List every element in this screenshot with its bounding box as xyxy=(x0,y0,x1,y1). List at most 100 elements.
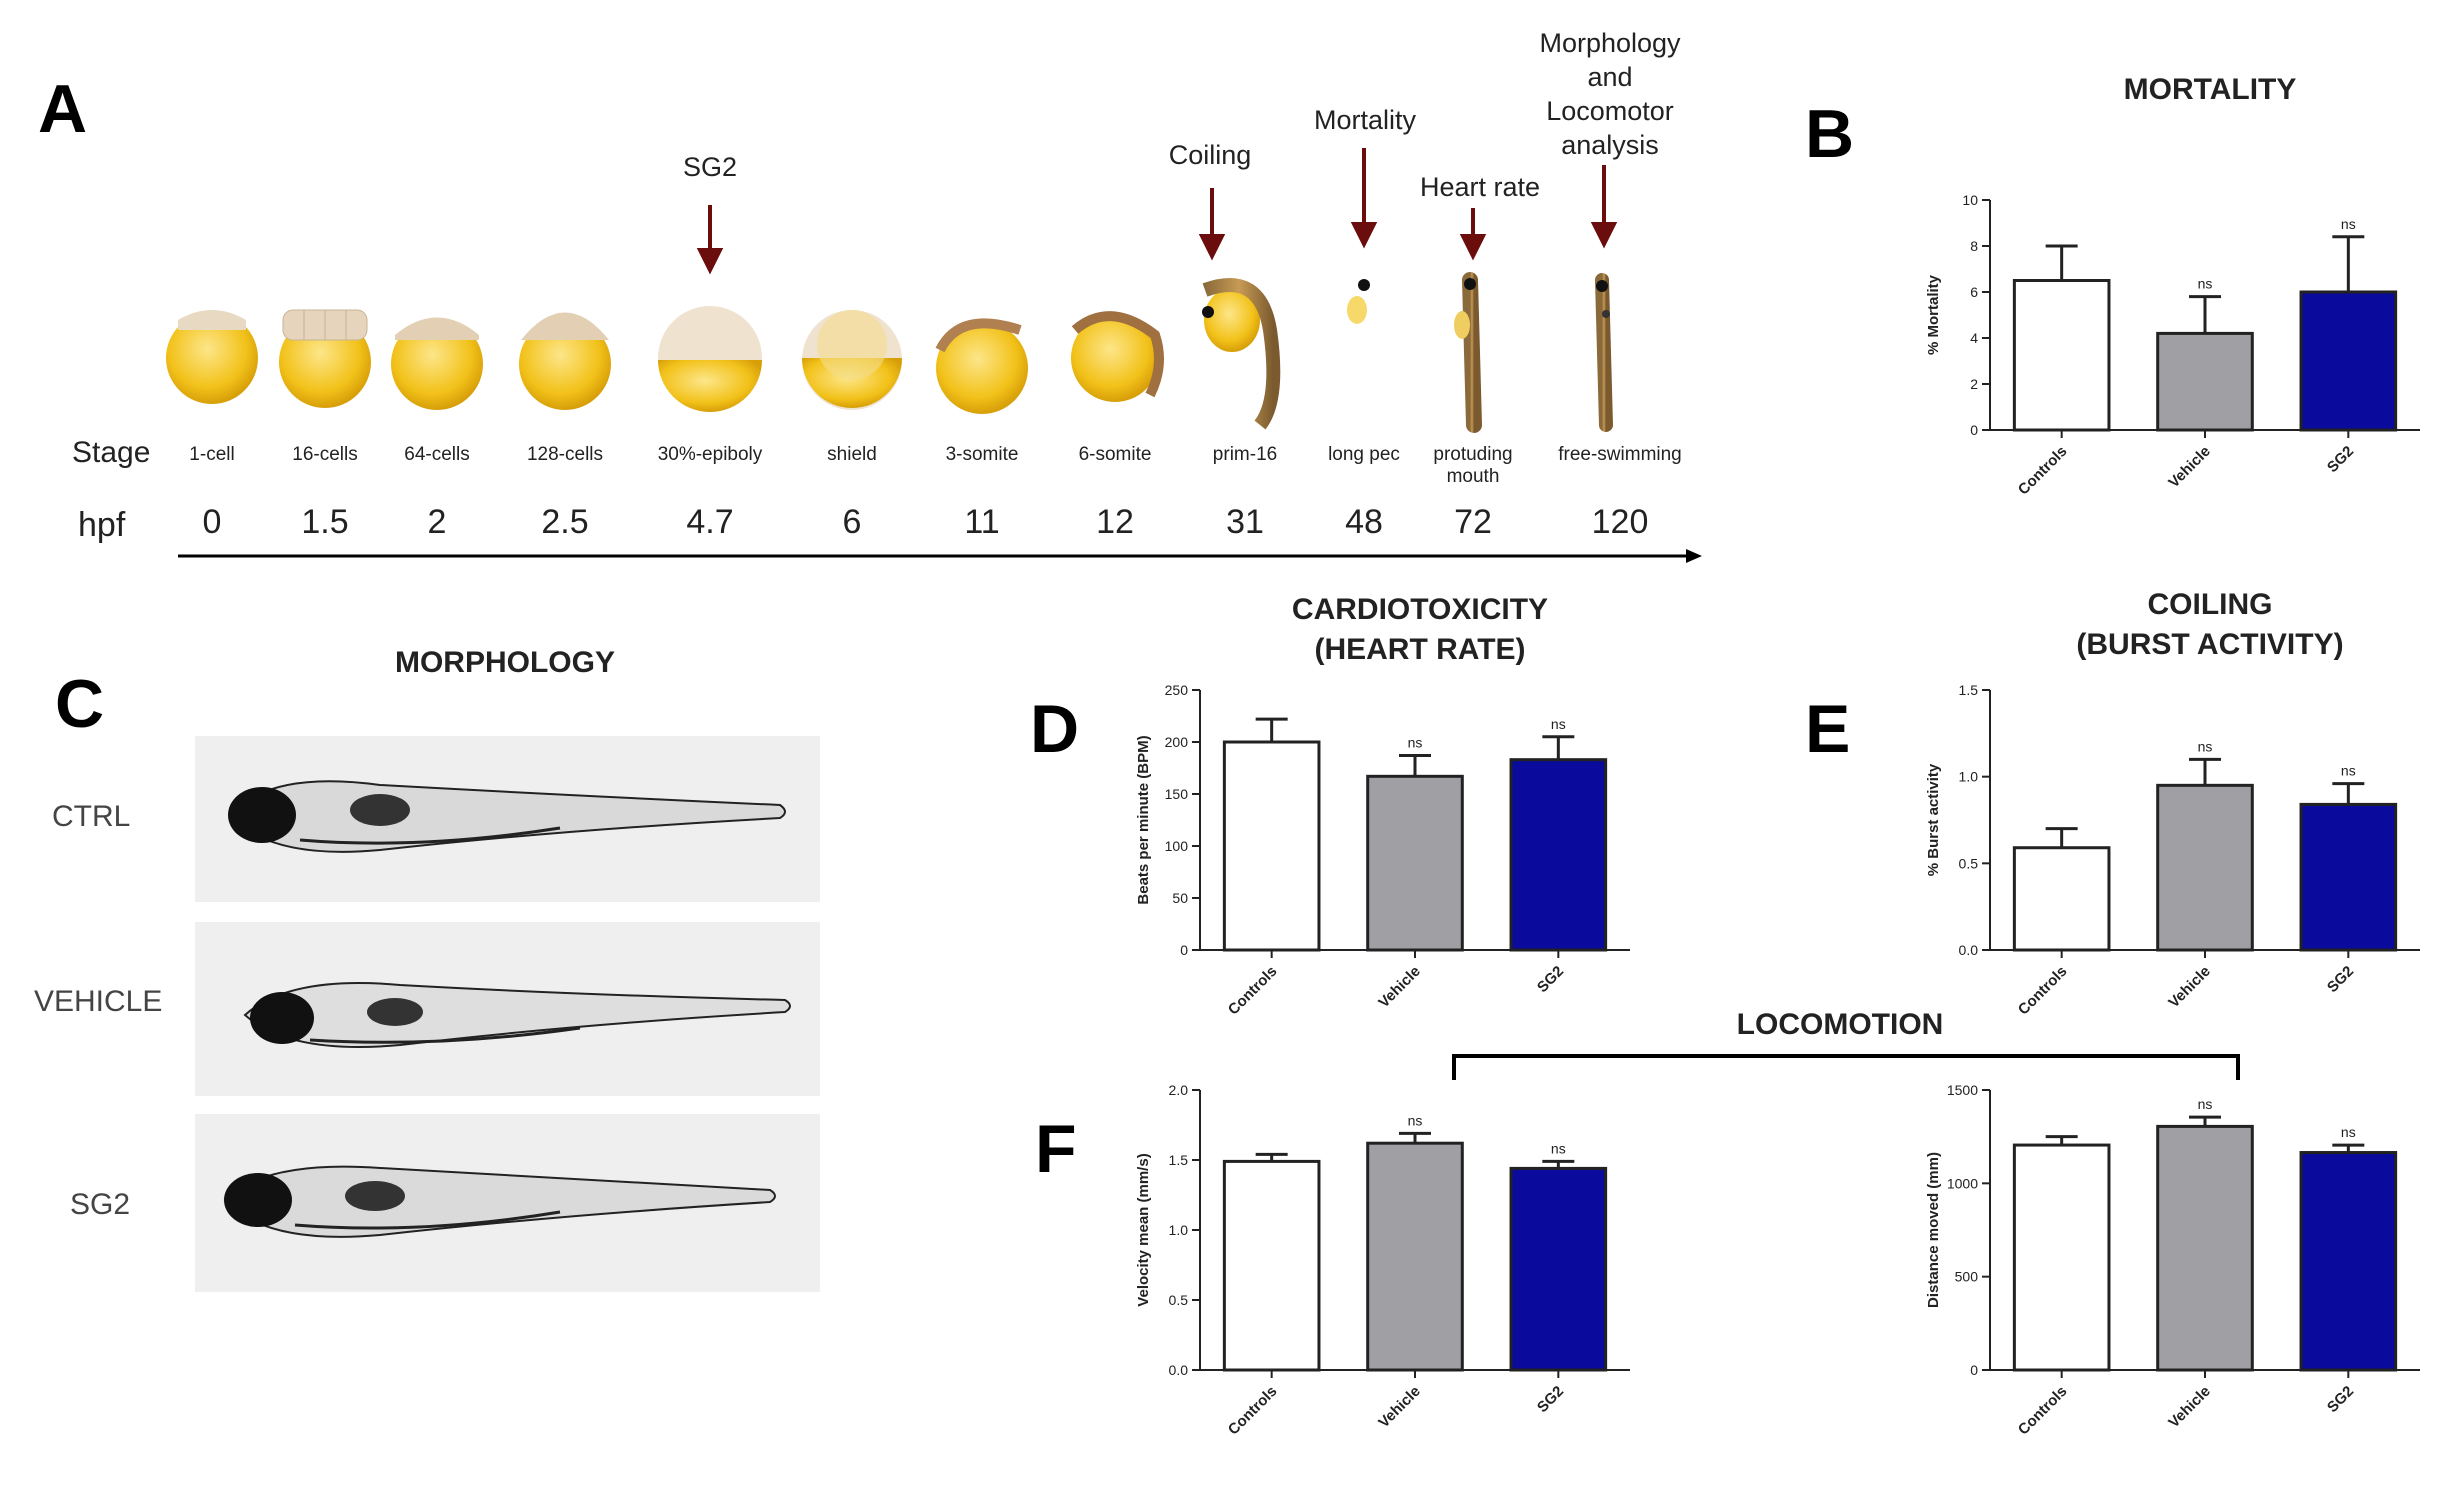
bar-sg2 xyxy=(2299,290,2398,432)
embryo-1-cell xyxy=(166,310,258,404)
x-tick-label: SG2 xyxy=(2324,443,2357,476)
morph-row-label-ctrl: CTRL xyxy=(52,800,131,833)
stage-name: free-swimming xyxy=(1558,444,1682,465)
significance-label: ns xyxy=(2341,763,2356,779)
y-axis-label: % Burst activity xyxy=(1925,763,1942,876)
bar-vehicle xyxy=(2156,331,2254,432)
panel-letter-f: F xyxy=(1035,1111,1077,1187)
chart-title-cardio: CARDIOTOXICITY (HEART RATE) xyxy=(1190,590,1650,670)
y-tick-label: 0.5 xyxy=(1169,1292,1189,1308)
stage-name: 16-cells xyxy=(292,444,358,465)
hpf-value: 6 xyxy=(842,503,862,541)
arrow-sg2 xyxy=(696,205,724,275)
stage-label: free-swimming xyxy=(1550,444,1690,466)
hpf-value: 2.5 xyxy=(541,503,589,541)
x-tick-label: Vehicle xyxy=(2165,1383,2214,1432)
larva-vehicle xyxy=(243,982,791,1048)
x-tick-label: Controls xyxy=(1225,963,1281,1019)
significance-label: ns xyxy=(2341,216,2356,232)
y-tick-label: 8 xyxy=(1970,238,1978,254)
y-tick-label: 0 xyxy=(1970,422,1978,438)
x-tick-label: Controls xyxy=(2015,443,2071,499)
stage-name: 6-somite xyxy=(1078,444,1152,465)
annotation-morph-line2: and xyxy=(1587,62,1633,92)
embryo-128-cells xyxy=(519,312,611,410)
y-tick-label: 1.5 xyxy=(1959,682,1979,698)
annotation-morph-line1: Morphology xyxy=(1539,28,1681,58)
y-axis-label: Beats per minute (BPM) xyxy=(1135,735,1152,904)
stage-label: 64-cells xyxy=(367,444,507,466)
chart-heart-rate: Beats per minute (BPM) 0 50 100 150 200 250 Con… xyxy=(1135,682,1630,1019)
y-tick-label: 0.5 xyxy=(1959,855,1979,871)
morphology-title: MORPHOLOGY xyxy=(394,646,615,679)
stage-name: 128-cells xyxy=(526,444,604,465)
chart-mortality: % Mortality 0 2 4 6 8 10 Controls ns Vehicle ns SG2 xyxy=(1925,192,2420,499)
embryo-shield xyxy=(802,310,902,410)
stage-label: 128-cells xyxy=(495,444,635,466)
stage-name: shield xyxy=(827,444,877,465)
y-tick-label: 0.0 xyxy=(1959,942,1979,958)
panel-letter-b: B xyxy=(1805,96,1855,172)
panel-letter-e: E xyxy=(1805,691,1851,767)
hpf-value: 11 xyxy=(964,503,1000,541)
y-tick-label: 150 xyxy=(1165,786,1189,802)
chart-title-coiling: COILING (BURST ACTIVITY) xyxy=(2000,585,2420,665)
bar-vehicle xyxy=(1366,1141,1464,1372)
x-tick-label: Controls xyxy=(1225,1383,1281,1439)
annotation-morph-line3: Locomotor xyxy=(1546,96,1674,126)
panel-letter-d: D xyxy=(1030,691,1080,767)
bar-sg2 xyxy=(1509,1166,1608,1372)
hpf-value: 12 xyxy=(1096,503,1134,541)
stage-label: 1-cell xyxy=(142,444,282,466)
morph-row-label-sg2: SG2 xyxy=(70,1188,131,1221)
hpf-value: 1.5 xyxy=(301,503,349,541)
hpf-value: 2 xyxy=(427,503,447,541)
significance-label: ns xyxy=(1551,1140,1566,1156)
annotation-heart-rate: Heart rate xyxy=(1419,172,1541,202)
chart-title-coiling-line2: (BURST ACTIVITY) xyxy=(2076,628,2344,661)
embryo-30-epiboly xyxy=(658,306,762,412)
row-label-hpf: hpf xyxy=(78,506,126,544)
stage-name: 3-somite xyxy=(945,444,1019,465)
timeline-illustration xyxy=(166,148,1702,563)
y-tick-label: 1500 xyxy=(1947,1082,1978,1098)
x-tick-label: SG2 xyxy=(1534,963,1567,996)
hpf-value: 0 xyxy=(202,503,222,541)
stage-label: 3-somite xyxy=(912,444,1052,466)
y-tick-label: 50 xyxy=(1172,890,1188,906)
stage-label: prim-16 xyxy=(1175,444,1315,466)
stage-label: shield xyxy=(782,444,922,466)
x-tick-label: Vehicle xyxy=(1375,1383,1424,1432)
y-axis-label: Velocity mean (mm/s) xyxy=(1135,1153,1152,1306)
bar-sg2 xyxy=(1509,758,1608,952)
embryo-6-somite xyxy=(1071,311,1164,402)
y-tick-label: 4 xyxy=(1970,330,1978,346)
y-tick-label: 200 xyxy=(1165,734,1189,750)
y-tick-label: 500 xyxy=(1955,1269,1979,1285)
y-tick-label: 0.0 xyxy=(1169,1362,1189,1378)
y-axis-label: % Mortality xyxy=(1925,274,1942,355)
chart-distance: Distance moved (mm) 0 500 1000 1500 Controls n… xyxy=(1925,1082,2420,1438)
locomotion-bracket xyxy=(1452,1054,2240,1080)
annotation-morphology-locomotor: Morphology and Locomotor analysis xyxy=(1505,26,1715,162)
embryo-protuding-mouth xyxy=(1454,272,1482,433)
chart-burst-activity: % Burst activity 0.0 0.5 1.0 1.5 Controls ns Ve… xyxy=(1925,682,2420,1018)
hpf-value: 31 xyxy=(1226,503,1264,541)
bar-controls xyxy=(1222,1159,1321,1372)
bar-sg2 xyxy=(2299,802,2398,952)
significance-label: ns xyxy=(1408,735,1423,751)
arrow-heart-rate xyxy=(1459,208,1487,261)
bar-vehicle xyxy=(2156,1124,2254,1372)
embryo-64-cells xyxy=(391,317,483,410)
embryo-16-cells xyxy=(279,309,371,408)
x-tick-label: SG2 xyxy=(2324,1383,2357,1416)
bar-sg2 xyxy=(2299,1151,2398,1372)
y-tick-label: 1.0 xyxy=(1959,769,1979,785)
y-tick-label: 100 xyxy=(1165,838,1189,854)
larva-sg2 xyxy=(223,1165,776,1238)
significance-label: ns xyxy=(1551,716,1566,732)
x-tick-label: Vehicle xyxy=(1375,963,1424,1012)
embryo-3-somite xyxy=(935,318,1028,414)
significance-label: ns xyxy=(2198,738,2213,754)
bar-vehicle xyxy=(2156,783,2254,952)
